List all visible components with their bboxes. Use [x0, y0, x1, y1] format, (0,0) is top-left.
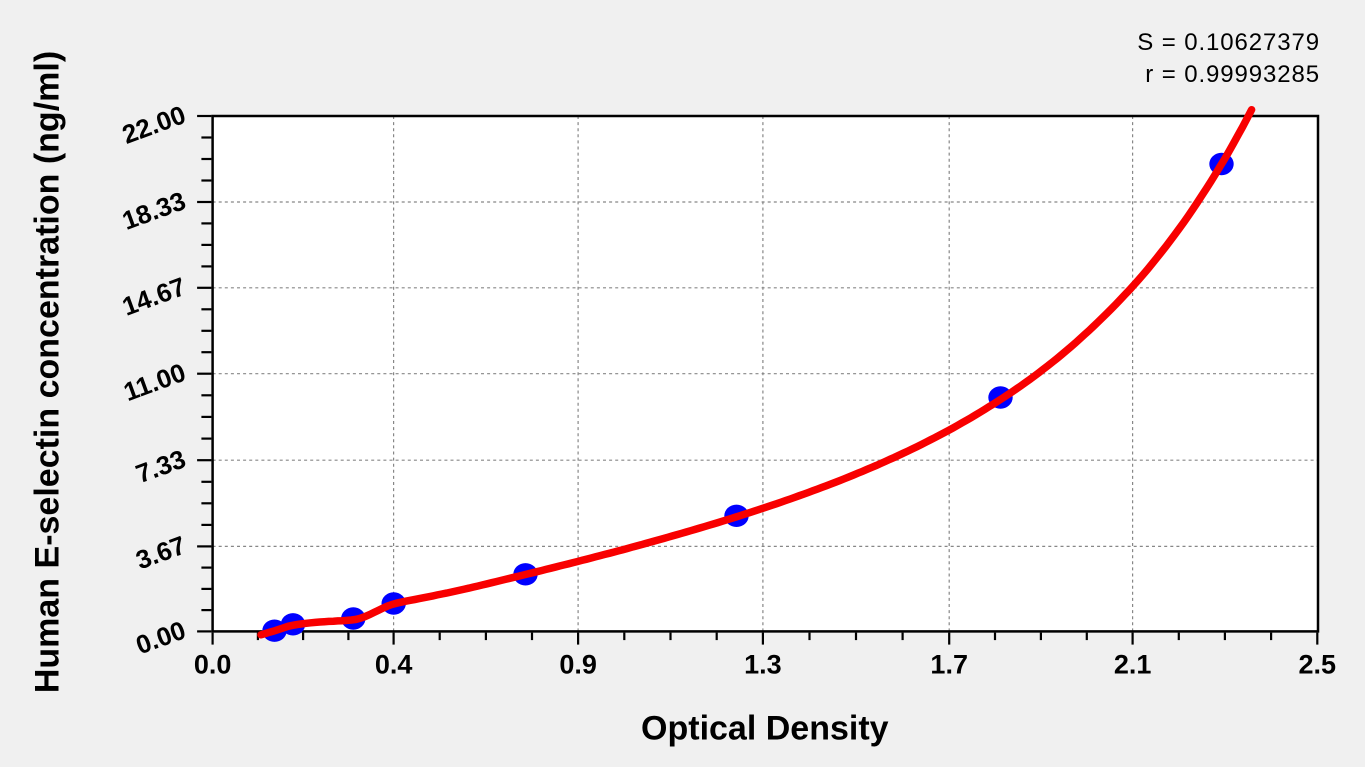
- svg-text:Optical Density: Optical Density: [641, 710, 889, 748]
- svg-text:1.7: 1.7: [930, 650, 968, 680]
- svg-text:1.3: 1.3: [744, 650, 782, 680]
- svg-text:r = 0.99993285: r = 0.99993285: [1145, 61, 1320, 88]
- svg-text:0.0: 0.0: [194, 650, 232, 680]
- svg-text:2.1: 2.1: [1114, 650, 1152, 680]
- svg-text:0.4: 0.4: [375, 650, 413, 680]
- svg-text:2.5: 2.5: [1299, 650, 1337, 680]
- svg-text:Human E-selectin concentration: Human E-selectin concentration (ng/ml): [29, 51, 67, 693]
- svg-text:S = 0.10627379: S = 0.10627379: [1137, 29, 1320, 56]
- svg-text:0.9: 0.9: [559, 650, 597, 680]
